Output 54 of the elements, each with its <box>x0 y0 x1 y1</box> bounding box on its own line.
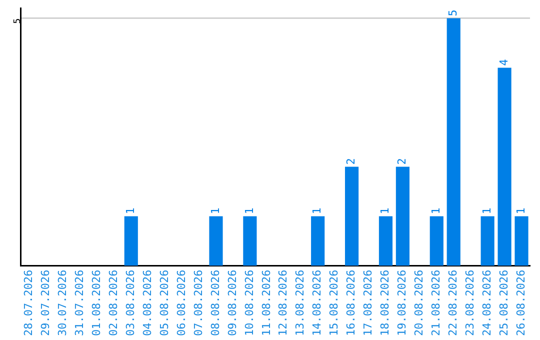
x-tick-label: 29.07.2026 <box>39 270 52 336</box>
x-tick-label: 01.08.2026 <box>90 270 104 336</box>
x-tick-label: 19.08.2026 <box>396 270 409 336</box>
bar <box>480 216 494 266</box>
bar <box>498 68 512 266</box>
data-label: 2 <box>344 158 358 165</box>
data-label: 1 <box>378 208 392 214</box>
data-label: 1 <box>310 208 324 214</box>
x-tick-label: 03.08.2026 <box>124 270 137 336</box>
x-tick-label: 17.08.2026 <box>362 270 375 336</box>
x-tick-label: 22.08.2026 <box>446 270 460 336</box>
x-tick-label: 25.08.2026 <box>497 270 510 336</box>
data-label: 1 <box>208 208 222 214</box>
x-tick-label: 05.08.2026 <box>158 270 171 336</box>
x-tick-label: 31.07.2026 <box>73 270 86 336</box>
data-label: 2 <box>396 158 409 165</box>
bar <box>243 216 257 266</box>
bar <box>311 216 325 266</box>
x-tick-label: 28.07.2026 <box>22 270 36 336</box>
data-label: 1 <box>430 208 443 214</box>
bar <box>396 166 410 266</box>
x-tick-label: 23.08.2026 <box>463 270 476 336</box>
bar <box>514 216 528 266</box>
x-tick-label: 09.08.2026 <box>226 270 239 336</box>
data-label: 5 <box>446 10 460 16</box>
data-label: 1 <box>480 208 494 214</box>
x-tick-label: 16.08.2026 <box>344 270 358 336</box>
x-tick-label: 20.08.2026 <box>412 270 426 336</box>
x-tick-label: 21.08.2026 <box>430 270 443 336</box>
data-label: 1 <box>124 208 137 214</box>
x-tick-label: 14.08.2026 <box>310 270 324 336</box>
data-label: 1 <box>514 208 528 214</box>
bar <box>378 216 393 266</box>
x-tick-label: 30.07.2026 <box>56 270 70 336</box>
x-tick-label: 11.08.2026 <box>260 270 273 336</box>
bar <box>430 216 444 266</box>
x-tick-label: 07.08.2026 <box>192 270 205 336</box>
x-tick-label: 02.08.2026 <box>107 270 120 336</box>
x-tick-label: 18.08.2026 <box>378 270 392 336</box>
data-label: 4 <box>497 58 510 66</box>
bar <box>446 18 460 266</box>
data-label: 1 <box>242 208 256 214</box>
x-tick-label: 06.08.2026 <box>174 270 188 336</box>
bar <box>209 216 223 266</box>
x-tick-label: 04.08.2026 <box>140 270 154 336</box>
x-tick-label: 12.08.2026 <box>276 270 290 336</box>
x-tick-label: 26.08.2026 <box>514 270 528 336</box>
x-tick-label: 24.08.2026 <box>480 270 494 336</box>
bar <box>124 216 138 266</box>
bar <box>344 166 359 266</box>
x-tick-label: 08.08.2026 <box>208 270 222 336</box>
x-tick-label: 10.08.2026 <box>242 270 256 336</box>
x-tick-label: 15.08.2026 <box>328 270 341 336</box>
x-tick-label: 13.08.2026 <box>294 270 307 336</box>
